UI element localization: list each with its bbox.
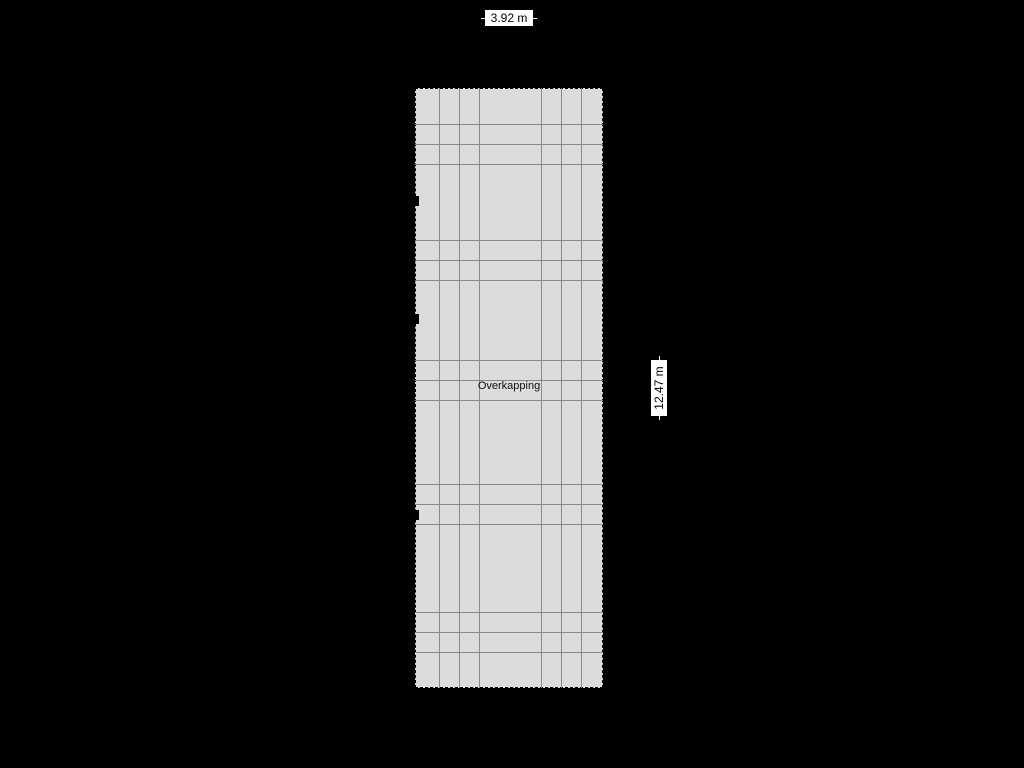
grid-hline <box>415 124 603 125</box>
grid-hline <box>415 240 603 241</box>
grid-vline <box>561 88 562 688</box>
grid-hline <box>415 632 603 633</box>
floorplan-stage: Overkapping 3.92 m 12.47 m <box>0 0 1024 768</box>
grid-hline <box>415 400 603 401</box>
grid-hline <box>415 524 603 525</box>
edge-marker <box>405 314 419 324</box>
grid-hline <box>415 260 603 261</box>
grid-hline <box>415 484 603 485</box>
grid-hline <box>415 144 603 145</box>
grid-hline <box>415 360 603 361</box>
grid-hline <box>415 280 603 281</box>
dimension-width-label: 3.92 m <box>485 10 533 26</box>
grid-vline <box>581 88 582 688</box>
dim-right-tick-bottom <box>659 416 660 420</box>
grid-hline <box>415 612 603 613</box>
grid-vline <box>459 88 460 688</box>
grid-hline <box>415 504 603 505</box>
dim-top-tick-right <box>533 18 537 19</box>
grid-hline <box>415 164 603 165</box>
grid-vline <box>439 88 440 688</box>
dimension-height-label: 12.47 m <box>651 360 667 416</box>
edge-marker <box>405 196 419 206</box>
room-label: Overkapping <box>469 380 549 392</box>
edge-marker <box>405 510 419 520</box>
grid-hline <box>415 652 603 653</box>
